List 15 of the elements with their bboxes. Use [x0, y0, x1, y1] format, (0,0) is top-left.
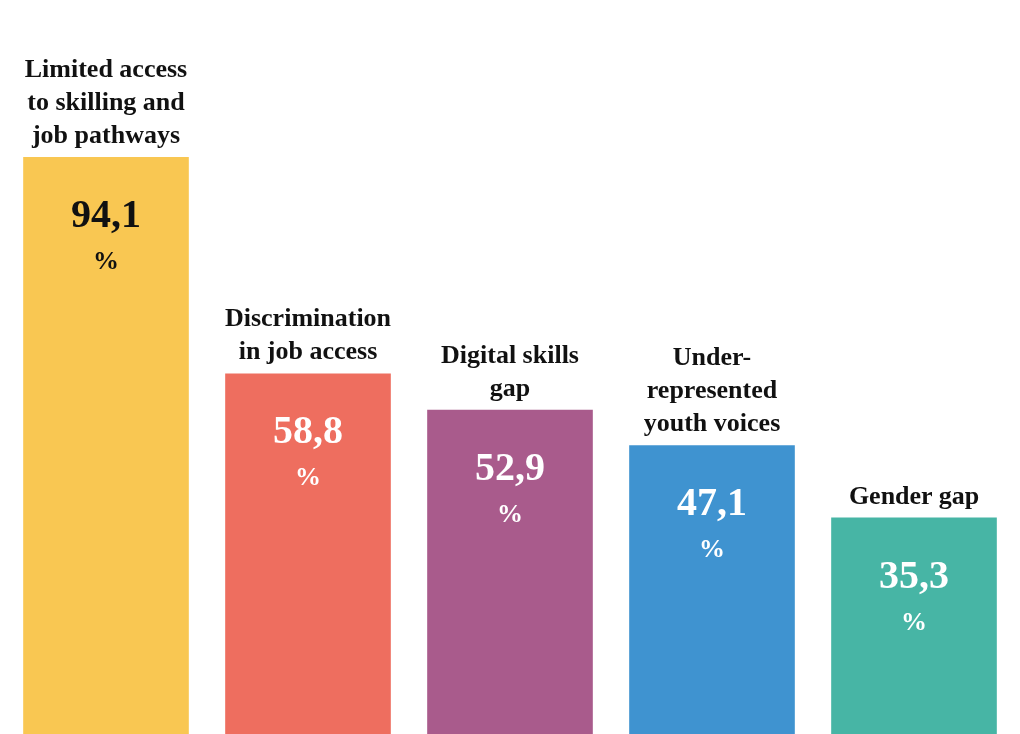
x-tick-label: Digital skills gap [441, 339, 579, 402]
x-tick-label: Discrimination in job access [224, 303, 392, 366]
bar [629, 445, 795, 734]
bar [427, 409, 593, 734]
data-label: 47,1 % [677, 479, 747, 564]
data-label: 94,1 % [71, 191, 141, 275]
x-tick-label: Gender gap [848, 480, 980, 510]
data-label: 52,9 % [475, 443, 545, 528]
x-tick-label: Under-represented youth voices [643, 342, 781, 438]
bar [831, 517, 997, 734]
data-label: 58,8 % [273, 407, 343, 492]
x-tick-label: Limited access to skilling and job pathways [24, 54, 188, 149]
data-label: 35,3 % [879, 551, 949, 636]
bar [225, 373, 391, 734]
bar [23, 157, 189, 734]
